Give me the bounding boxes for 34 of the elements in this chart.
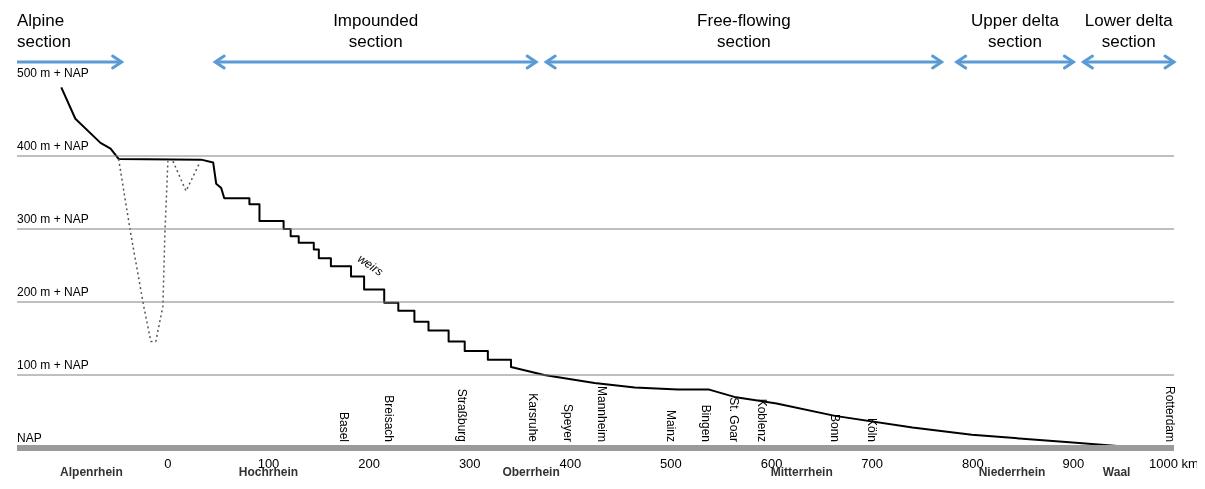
annotation: Breisach xyxy=(382,395,397,442)
annotation: Köln xyxy=(865,417,880,442)
y-tick-label: 500 m + NAP xyxy=(17,66,89,80)
annotation: St. Goar xyxy=(727,397,742,442)
x-tick-label: 300 xyxy=(458,456,481,471)
x-tick-label: 0 xyxy=(164,456,172,471)
annotation: Basel xyxy=(336,411,351,442)
text: Alpine section xyxy=(17,11,71,51)
text: Upper delta section xyxy=(971,11,1060,51)
x-tick-label: 200 xyxy=(358,456,380,471)
y-tick-label: 300 m + NAP xyxy=(17,212,89,226)
x-tick-label: 500 xyxy=(660,456,682,471)
text: Lower delta section xyxy=(1084,11,1174,51)
x-tick-label: 900 xyxy=(1062,456,1085,471)
y-tick-label: 400 m + NAP xyxy=(17,139,89,153)
text: Waal xyxy=(1102,465,1131,479)
annotation: Koblenz xyxy=(754,398,769,442)
y-tick-label: NAP xyxy=(17,431,42,445)
annotation: Karsruhe xyxy=(526,393,541,443)
text: Alpenrhein xyxy=(60,465,123,479)
annotation: Rotterdam xyxy=(1162,385,1177,442)
text: Impounded section xyxy=(333,11,419,51)
annotation: weirs xyxy=(354,251,386,279)
text: Free-flowing section xyxy=(697,11,791,51)
x-tick-label: 700 xyxy=(861,456,884,471)
text: Oberrhein xyxy=(502,465,560,479)
annotation: Speyer xyxy=(561,403,576,442)
annotation: Mainz xyxy=(663,409,678,442)
annotation: Mannheim xyxy=(594,385,609,442)
y-tick-label: 100 m + NAP xyxy=(17,358,89,372)
annotation: Bingen xyxy=(699,404,714,442)
y-tick-label: 200 m + NAP xyxy=(17,285,89,299)
x-tick-label: 400 xyxy=(559,456,582,471)
annotation: Straßburg xyxy=(454,388,469,442)
